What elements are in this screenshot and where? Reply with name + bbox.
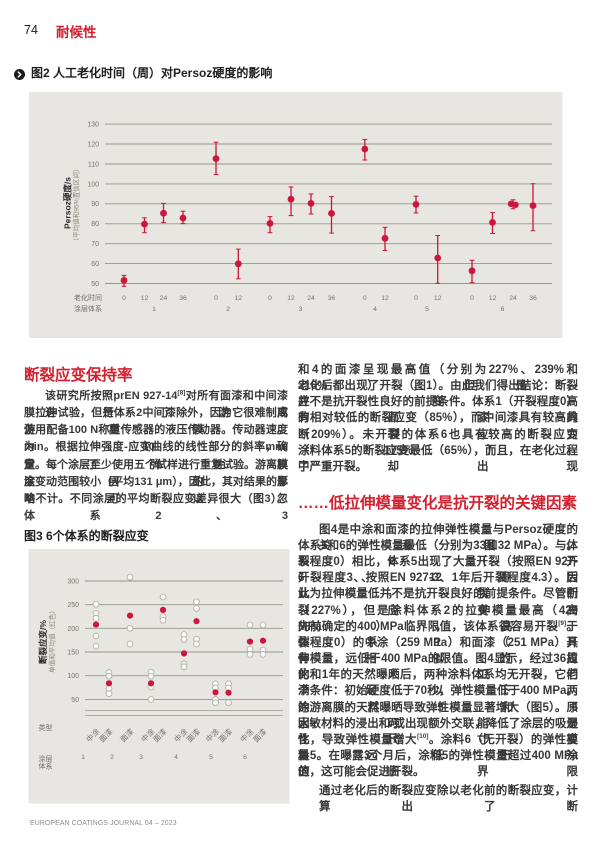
- svg-text:12: 12: [381, 295, 389, 302]
- svg-text:0: 0: [363, 295, 367, 302]
- svg-text:2: 2: [226, 306, 230, 313]
- svg-text:0: 0: [268, 295, 272, 302]
- svg-text:150: 150: [67, 649, 79, 656]
- svg-text:类型: 类型: [39, 723, 53, 732]
- svg-text:0: 0: [122, 295, 126, 302]
- svg-text:100: 100: [67, 673, 79, 680]
- svg-text:3: 3: [139, 754, 143, 761]
- svg-text:6: 6: [243, 754, 247, 761]
- svg-text:0: 0: [470, 295, 474, 302]
- svg-text:6: 6: [501, 306, 505, 313]
- svg-text:12: 12: [287, 295, 295, 302]
- svg-text:0: 0: [414, 295, 418, 302]
- svg-text:老化时间: 老化时间: [74, 293, 102, 302]
- svg-text:5: 5: [425, 306, 429, 313]
- svg-text:（平均值和95%置信区间）: （平均值和95%置信区间）: [71, 165, 80, 244]
- svg-text:36: 36: [529, 295, 537, 302]
- svg-text:36: 36: [179, 295, 187, 302]
- svg-text:12: 12: [489, 295, 497, 302]
- svg-text:250: 250: [67, 602, 79, 609]
- svg-text:1: 1: [152, 306, 156, 313]
- svg-text:50: 50: [91, 281, 99, 288]
- svg-text:100: 100: [87, 181, 99, 188]
- svg-text:12: 12: [141, 295, 149, 302]
- svg-text:单值和平均值（红色）: 单值和平均值（红色）: [47, 607, 56, 673]
- svg-text:4: 4: [174, 754, 178, 761]
- svg-text:90: 90: [91, 201, 99, 208]
- svg-text:110: 110: [88, 161, 99, 168]
- svg-text:24: 24: [160, 295, 168, 302]
- svg-text:12: 12: [434, 295, 442, 302]
- svg-text:130: 130: [87, 122, 99, 129]
- svg-text:60: 60: [91, 261, 99, 268]
- svg-text:36: 36: [328, 295, 336, 302]
- svg-text:200: 200: [67, 626, 79, 633]
- svg-text:50: 50: [71, 697, 79, 704]
- svg-text:Persoz硬度/s: Persoz硬度/s: [62, 177, 72, 229]
- svg-text:12: 12: [235, 295, 243, 302]
- svg-text:24: 24: [307, 295, 315, 302]
- svg-text:涂层: 涂层: [39, 754, 53, 763]
- svg-text:24: 24: [509, 295, 517, 302]
- svg-text:2: 2: [110, 754, 114, 761]
- svg-text:3: 3: [299, 306, 303, 313]
- svg-text:涂层体系: 涂层体系: [74, 304, 102, 313]
- svg-text:1: 1: [81, 754, 85, 761]
- svg-text:120: 120: [87, 141, 99, 148]
- svg-text:300: 300: [67, 578, 79, 585]
- svg-text:断裂应变/%: 断裂应变/%: [38, 620, 48, 664]
- svg-text:4: 4: [373, 306, 377, 313]
- svg-text:体系: 体系: [39, 762, 53, 771]
- svg-text:80: 80: [91, 221, 99, 228]
- svg-text:70: 70: [91, 241, 99, 248]
- svg-text:5: 5: [209, 754, 213, 761]
- svg-text:0: 0: [214, 295, 218, 302]
